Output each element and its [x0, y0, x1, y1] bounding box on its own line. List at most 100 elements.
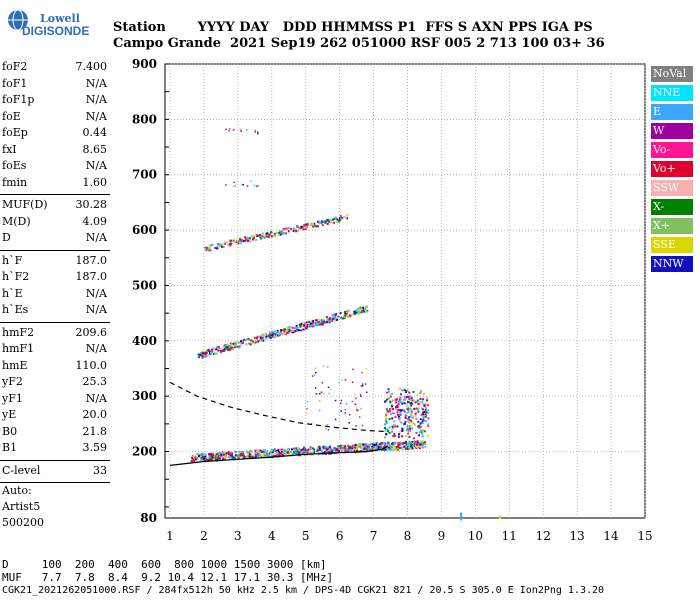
trace-cusp-point — [424, 413, 427, 416]
trace-2hop-point — [268, 332, 271, 335]
trace-2hop-point — [299, 329, 302, 332]
trace-1hop-point — [227, 453, 230, 456]
param-label-fof2: foF2 — [2, 60, 28, 73]
trace-1hop-point — [205, 458, 208, 461]
trace-3hop-point — [226, 243, 229, 246]
trace-2hop-point — [319, 319, 322, 322]
trace-1hop-point — [218, 458, 221, 461]
auto-version: 500200 — [2, 516, 44, 529]
trace-cusp-point — [422, 398, 425, 401]
trace-1hop-point — [313, 451, 316, 454]
trace-3hop-point — [220, 245, 223, 248]
trace-2hop-point — [315, 321, 318, 324]
trace-1hop-point — [214, 457, 217, 460]
trace-1hop-point — [353, 443, 356, 446]
trace-cusp-point — [406, 429, 409, 432]
trace-cusp-point — [419, 426, 422, 429]
trace-2hop-point — [290, 330, 293, 333]
trace-3hop-point — [338, 220, 341, 223]
trace-1hop-point — [299, 451, 302, 454]
trace-1hop-point — [200, 458, 203, 461]
trace-3hop-point — [226, 241, 229, 244]
footer-muf-row: MUF 7.7 7.8 8.4 9.2 10.4 12.1 17.1 30.3 … — [2, 571, 334, 584]
trace-cusp-point — [396, 411, 399, 414]
param-label-b1: B1 — [2, 441, 18, 454]
trace-2hop-point — [214, 352, 217, 355]
trace-1hop-point — [405, 443, 408, 446]
trace-2hop-point — [264, 332, 267, 335]
trace-2hop-point — [294, 329, 297, 332]
trace-1hop-point — [255, 455, 258, 458]
trace-high-point — [246, 185, 249, 187]
trace-1hop-point — [196, 457, 199, 460]
trace-cusp-point — [396, 425, 399, 428]
trace-1hop-point — [325, 447, 328, 450]
trace-2hop-point — [271, 330, 274, 333]
trace-1hop-point — [362, 447, 365, 450]
trace-2hop-point — [274, 330, 277, 333]
trace-3hop-point — [328, 220, 331, 223]
trace-spread-point — [348, 422, 350, 424]
trace-cusp-point — [418, 424, 421, 427]
trace-2hop-point — [275, 331, 278, 334]
trace-1hop-point — [421, 444, 424, 447]
trace-1hop-point — [210, 457, 213, 460]
trace-1hop-point — [349, 449, 352, 452]
trace-cusp-point — [403, 395, 406, 398]
trace-cusp-point — [427, 424, 430, 427]
trace-2hop-point — [239, 345, 242, 348]
trace-3hop-point — [275, 231, 278, 234]
trace-2hop-point — [237, 341, 240, 344]
trace-2hop-point — [316, 323, 319, 326]
param-value-b1: 3.59 — [82, 441, 108, 454]
trace-3hop-point — [220, 243, 223, 246]
trace-1hop-point — [254, 456, 257, 459]
trace-2hop-point — [276, 331, 279, 334]
trace-2hop-point — [359, 312, 362, 315]
trace-3hop-point — [316, 220, 319, 223]
param-value-foe: N/A — [85, 109, 107, 123]
trace-3hop-point — [251, 235, 254, 238]
trace-high-point — [232, 185, 235, 187]
trace-spread-point — [340, 410, 342, 412]
trace-1hop-point — [234, 450, 237, 453]
trace-3hop-point — [304, 224, 307, 227]
trace-1hop-point — [387, 443, 390, 446]
y-tick-label: 80 — [140, 511, 157, 525]
trace-2hop-point — [198, 354, 201, 357]
trace-cusp-point — [403, 422, 406, 425]
trace-high-point — [242, 183, 244, 186]
trace-1hop-point — [200, 452, 203, 455]
trace-1hop-point — [417, 440, 420, 443]
trace-spread-point — [310, 423, 313, 425]
trace-1hop-point — [319, 448, 322, 451]
trace-cusp-point — [418, 421, 421, 424]
param-label-b0: B0 — [2, 424, 18, 438]
trace-2hop-point — [308, 321, 311, 324]
trace-1hop-point — [260, 451, 263, 454]
param-label-yf1: yF1 — [2, 391, 23, 405]
trace-3hop-point — [262, 236, 265, 239]
trace-cusp-point — [427, 423, 430, 426]
trace-cusp-point — [409, 407, 412, 410]
trace-2hop-point — [245, 343, 248, 346]
trace-3hop-point — [319, 221, 322, 224]
trace-3hop-point — [287, 230, 290, 233]
trace-2hop-point — [256, 335, 259, 338]
trace-2hop-point — [278, 333, 281, 336]
trace-1hop-point — [406, 443, 409, 446]
trace-spread-point — [354, 398, 356, 400]
trace-1hop-point — [334, 448, 337, 451]
trace-3hop-point — [246, 236, 249, 239]
param-label-hes: h`Es — [2, 303, 29, 316]
trace-2hop-point — [259, 339, 262, 342]
trace-3hop-point — [235, 240, 238, 243]
trace-spread-point — [344, 409, 347, 411]
trace-cusp-point — [399, 393, 402, 396]
trace-3hop-point — [230, 242, 233, 245]
trace-2hop-point — [355, 312, 358, 315]
trace-2hop-point — [228, 346, 231, 349]
trace-2hop-point — [326, 319, 329, 322]
trace-1hop-point — [275, 449, 278, 452]
